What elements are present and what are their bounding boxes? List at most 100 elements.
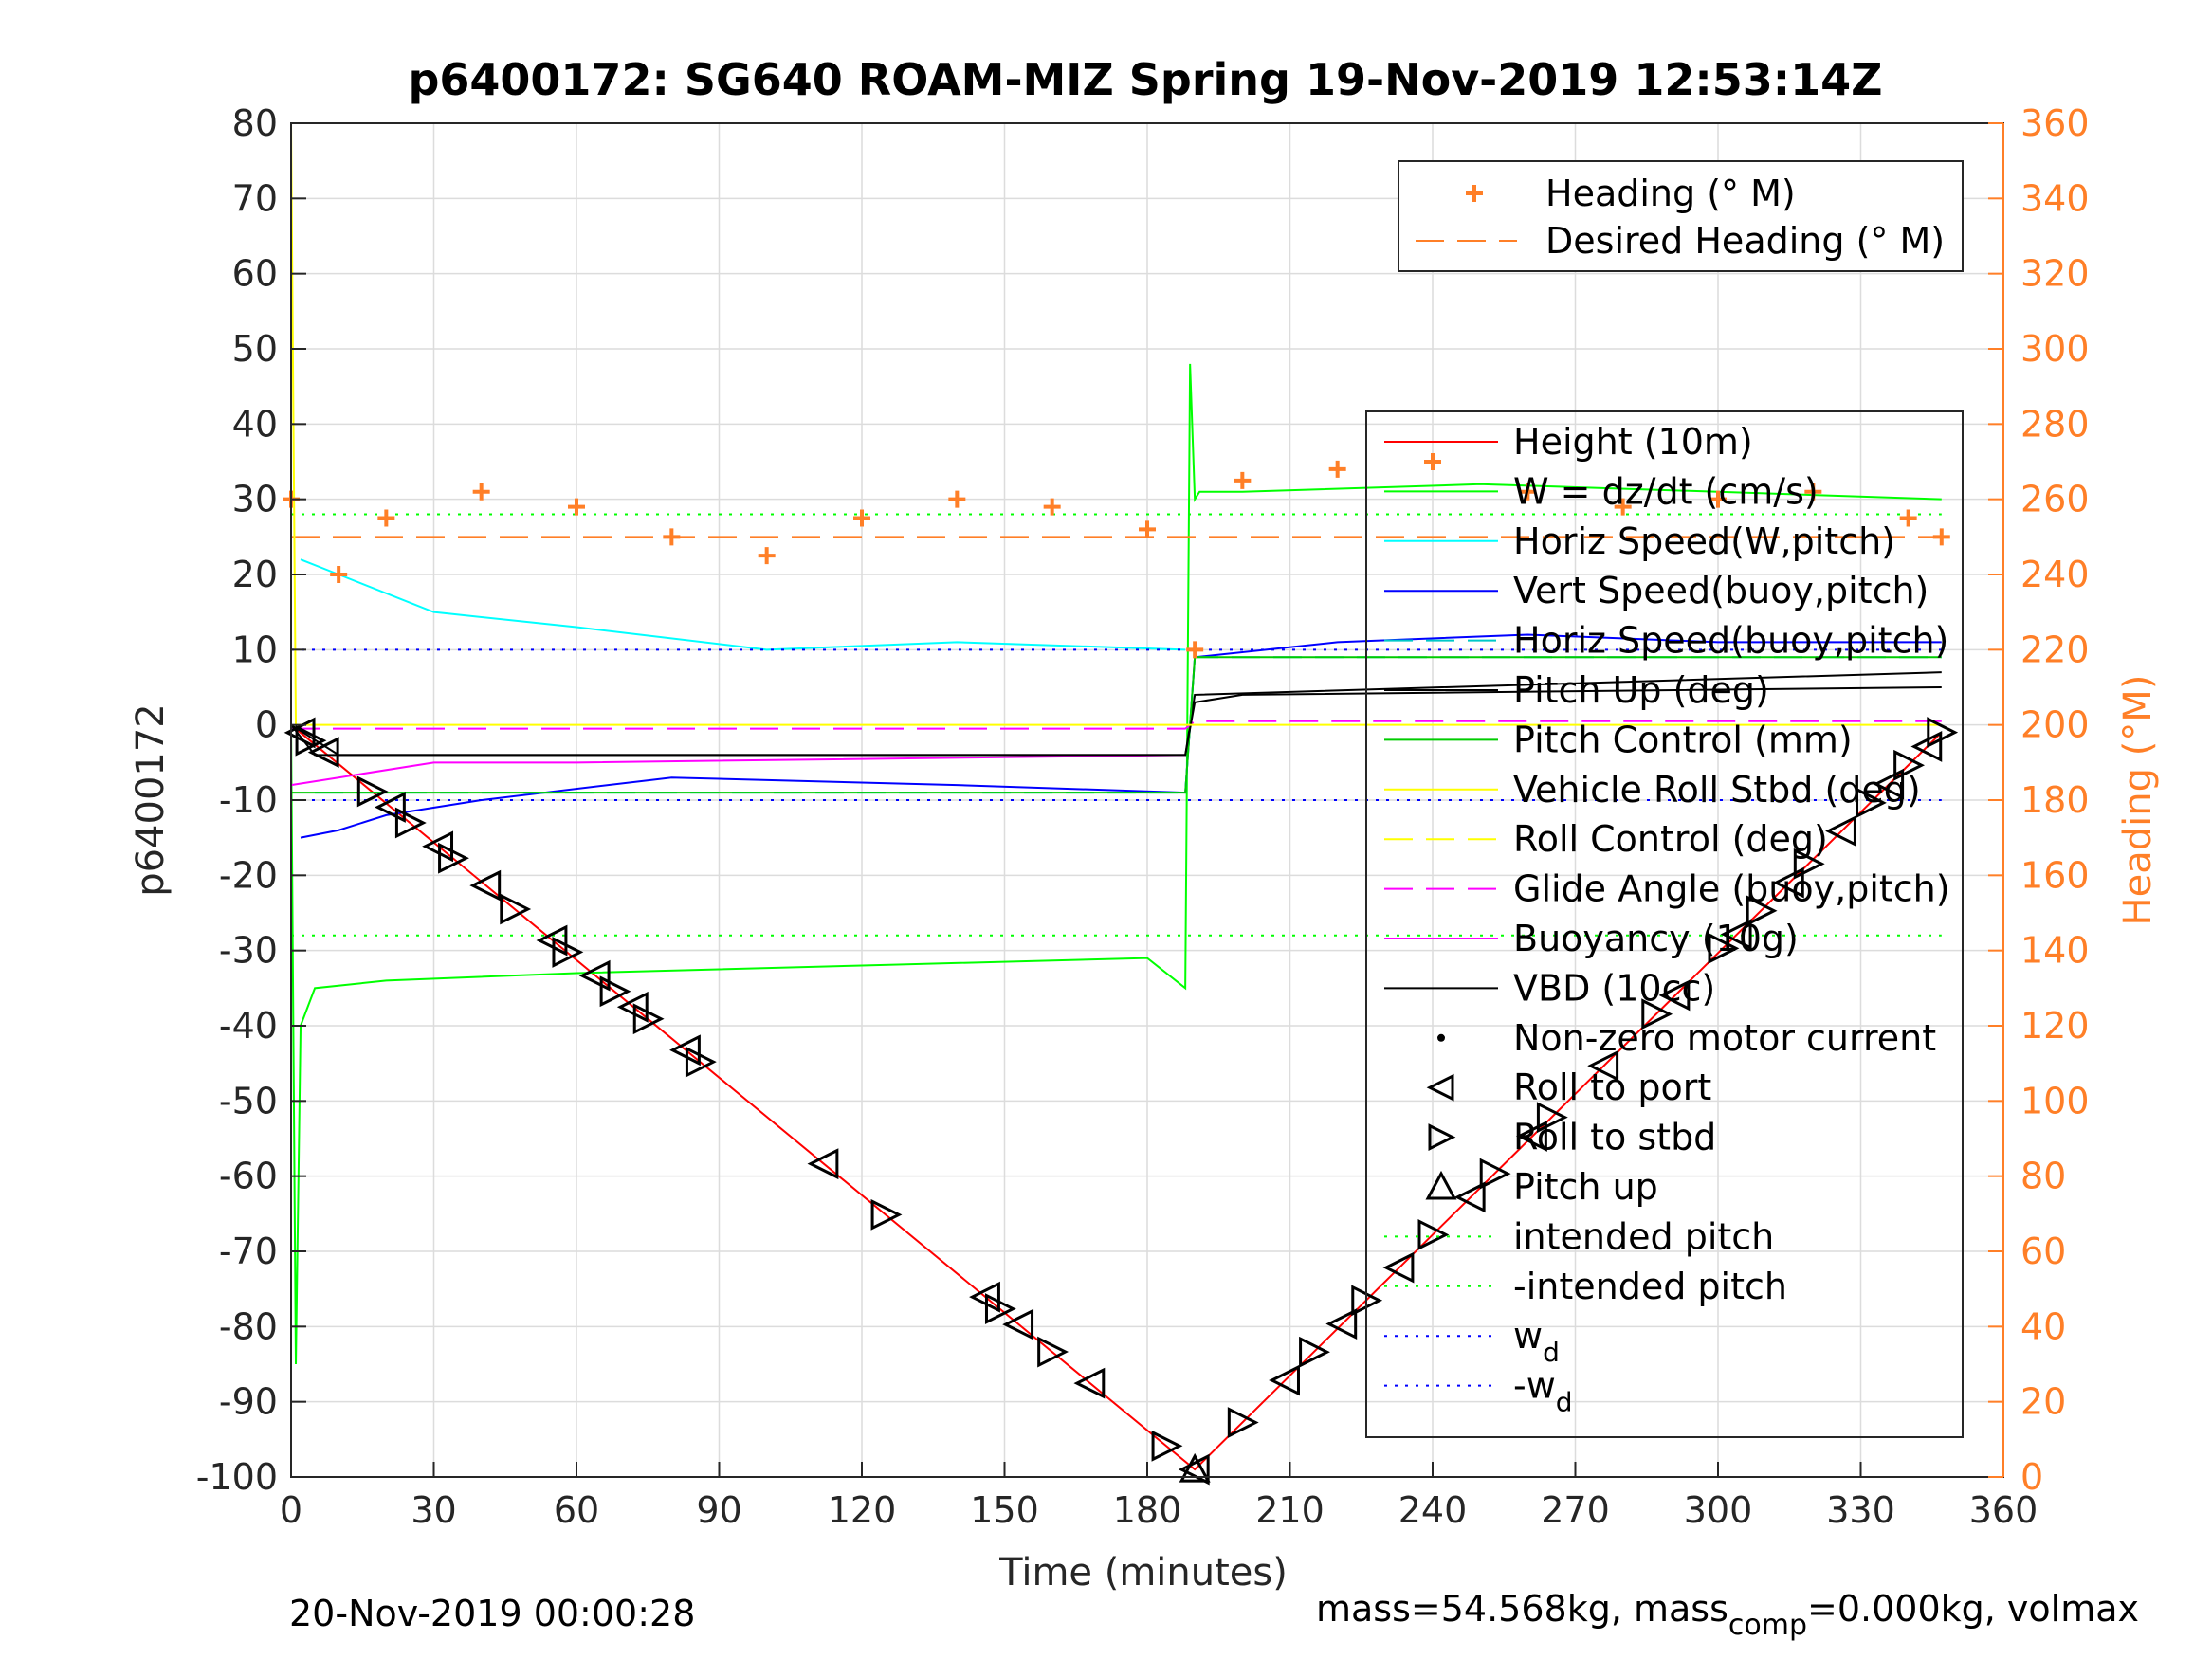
y-axis-right: 3603403203002802602402202001801601401201… [1988,102,2090,1498]
y2-tick-label: 80 [2020,1156,2066,1197]
legend-label: intended pitch [1513,1215,1774,1257]
legend-label: Pitch Control (mm) [1513,719,1853,760]
roll-to-stbd-marker [1037,1336,1069,1368]
y2-axis-label: Heading (°M) [2116,675,2160,926]
roll-to-stbd-marker [1927,717,1959,749]
heading-markers [283,453,1950,659]
roll-to-port-marker [578,959,611,992]
plot-area [290,122,1943,1471]
x-tick-label: 330 [1826,1489,1895,1531]
y2-tick-label: 120 [2020,1005,2090,1047]
heading-point [1043,498,1061,516]
roll-to-port-marker [1720,919,1752,950]
legend-heading-label: Desired Heading (° M) [1545,220,1945,262]
y2-tick-label: 240 [2020,554,2090,595]
x-tick-label: 210 [1255,1489,1325,1531]
x-tick-label: 270 [1541,1489,1610,1531]
roll-to-stbd-marker [870,1198,903,1231]
x-axis: 0 30 60 90 120 150 180 210 240 270 300 330 360 [280,1462,2038,1531]
y2-tick-label: 360 [2020,102,2090,144]
legend-label: Pitch Up (deg) [1513,669,1769,711]
legend-label: Horiz Speed(buoy,pitch) [1513,620,1948,662]
legend-label: Pitch up [1513,1166,1658,1208]
x-tick-label: 240 [1398,1489,1468,1531]
x-tick-label: 300 [1684,1489,1753,1531]
y2-tick-label: 160 [2020,854,2090,896]
heading-point [758,547,776,565]
y-tick-label: 30 [232,479,278,520]
y2-tick-label: 40 [2020,1305,2066,1347]
heading-point [1139,520,1156,538]
x-tick-label: 60 [554,1489,599,1531]
legend-label: -intended pitch [1513,1266,1787,1307]
roll-to-stbd-marker [1746,895,1778,927]
x-tick-label: 120 [828,1489,897,1531]
x-tick-label: 0 [280,1489,302,1531]
x-tick-label: 30 [411,1489,456,1531]
chart-title: p6400172: SG640 ROAM-MIZ Spring 19-Nov-2… [408,54,1882,105]
roll-to-port-marker [807,1148,839,1180]
y2-tick-label: 340 [2020,177,2090,219]
series-vert-speed-buoy-pitch- [300,633,1942,839]
legend-heading: Heading (° M) Desired Heading (° M) [1398,160,1964,272]
y2-tick-label: 320 [2020,253,2090,295]
legend-label: Roll to port [1513,1066,1711,1108]
roll-to-port-marker [1073,1367,1106,1399]
y2-tick-label: 0 [2020,1456,2043,1498]
y-tick-label: -40 [219,1005,278,1047]
roll-to-port-marker [1873,768,1905,800]
legend-symbol [1428,1123,1456,1152]
roll-to-stbd-marker [394,807,427,839]
heading-point [1932,528,1950,546]
roll-to-stbd-marker [1708,932,1740,964]
roll-to-stbd-marker [685,1046,717,1078]
legend-label: Vehicle Roll Stbd (deg) [1513,769,1921,811]
legend-label: -wd [1513,1365,1573,1418]
legend-label: Buoyancy (10g) [1513,918,1799,959]
roll-to-port-marker [1269,1364,1300,1396]
x-tick-label: 90 [696,1489,741,1531]
y-tick-label: -10 [219,779,278,821]
legend-label: Non-zero motor current [1513,1017,1936,1059]
y2-tick-label: 140 [2020,930,2090,972]
heading-point [1614,498,1632,516]
roll-to-port-marker [1515,1121,1547,1152]
heading-point [1804,483,1822,501]
y-tick-label: -20 [219,854,278,896]
legend-symbol [1425,1170,1457,1200]
roll-to-stbd-marker [356,775,389,808]
y-tick-label: -90 [219,1381,278,1423]
y2-tick-label: 280 [2020,403,2090,445]
y-tick-label: -70 [219,1231,278,1272]
y-tick-label: -50 [219,1080,278,1121]
legend-label: Vert Speed(buoy,pitch) [1513,570,1929,611]
legend-heading-label: Heading (° M) [1545,173,1796,214]
y-tick-label: -80 [219,1305,278,1347]
roll-to-port-marker [1658,979,1691,1012]
roll-to-stbd-marker [1417,1219,1450,1250]
y-tick-label: 0 [255,704,278,746]
y-tick-label: 40 [232,403,278,445]
heading-point [377,509,395,527]
roll-to-port-marker [307,737,339,769]
roll-to-stbd-marker [984,1293,1016,1325]
heading-point [1328,460,1346,478]
y2-tick-label: 180 [2020,779,2090,821]
series-vbd-10cc- [290,686,1942,757]
series-buoyancy-10g- [290,754,1186,787]
y2-tick-label: 20 [2020,1381,2066,1423]
roll-to-stbd-marker [1479,1158,1511,1190]
heading-point [1186,641,1204,659]
roll-to-stbd-marker [552,936,584,968]
heading-point [1424,453,1441,470]
y-tick-label: -30 [219,930,278,972]
y2-tick-label: 100 [2020,1080,2090,1121]
y2-tick-label: 300 [2020,328,2090,370]
y-tick-label: -60 [219,1156,278,1197]
roll-to-stbd-marker [295,724,327,757]
roll-to-port-marker [1382,1251,1415,1284]
x-tick-label: 360 [1969,1489,2038,1531]
roll-to-stbd-marker [1536,1102,1568,1134]
y-tick-label: 70 [232,177,278,219]
roll-to-stbd-marker [1299,1336,1330,1368]
